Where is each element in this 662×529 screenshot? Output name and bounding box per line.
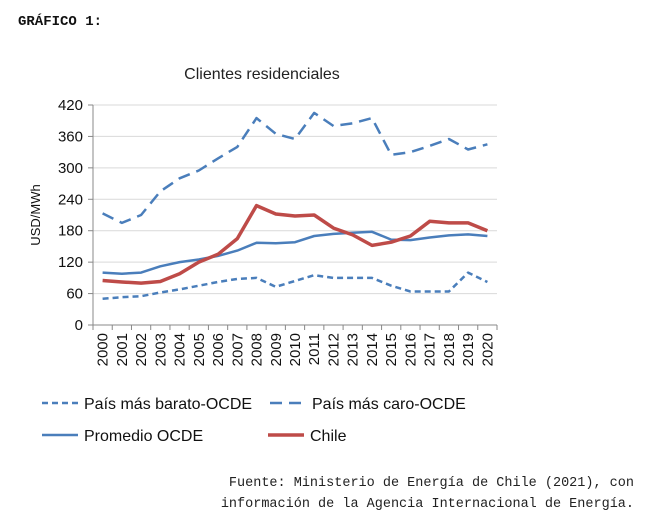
x-tick-2018: 2018 [441, 333, 458, 366]
x-tick-2009: 2009 [268, 333, 285, 366]
y-tick-420: 420 [58, 97, 83, 114]
figure-heading: GRÁFICO 1: [18, 14, 103, 30]
source-note: Fuente: Ministerio de Energía de Chile (… [74, 473, 634, 515]
line-chart: Clientes residenciales 0 60 120 180 240 300 36… [28, 66, 498, 445]
axes [88, 104, 498, 330]
x-tick-labels: 2000 2001 2002 2003 2004 2005 2006 2007 2008 2009… [95, 333, 497, 366]
x-tick-2003: 2003 [152, 333, 169, 366]
x-tick-2004: 2004 [172, 333, 189, 366]
x-tick-2014: 2014 [364, 333, 381, 366]
legend-label-0: País más barato-OCDE [84, 396, 252, 413]
series-line-3 [102, 203, 489, 285]
x-tick-2008: 2008 [249, 333, 266, 366]
x-tick-2007: 2007 [229, 333, 246, 366]
source-line-1: Fuente: Ministerio de Energía de Chile (… [228, 476, 634, 491]
x-tick-2010: 2010 [287, 333, 304, 366]
gridlines [93, 104, 497, 295]
legend-label-3: Chile [310, 428, 347, 445]
x-tick-2001: 2001 [114, 333, 131, 366]
x-tick-2016: 2016 [402, 333, 419, 366]
x-tick-2000: 2000 [95, 333, 112, 366]
y-tick-labels: 0 60 120 180 240 300 360 420 [58, 97, 83, 334]
source-line-2: información de la Agencia Internacional … [220, 497, 634, 512]
x-tick-2013: 2013 [345, 333, 362, 366]
x-tick-2015: 2015 [383, 333, 400, 366]
x-tick-2017: 2017 [422, 333, 439, 366]
x-tick-2006: 2006 [210, 333, 227, 366]
series-line-0 [102, 271, 488, 301]
y-tick-300: 300 [58, 160, 83, 177]
y-tick-120: 120 [58, 254, 83, 271]
series-lines [102, 111, 489, 301]
y-tick-60: 60 [66, 286, 83, 303]
legend: País más barato-OCDE País más caro-OCDE Pr… [42, 396, 466, 445]
x-tick-2002: 2002 [133, 333, 150, 366]
y-tick-360: 360 [58, 128, 83, 145]
series-line-2 [102, 230, 488, 275]
y-tick-0: 0 [75, 317, 83, 334]
chart-title: Clientes residenciales [184, 66, 340, 83]
x-tick-2020: 2020 [479, 333, 496, 366]
legend-label-1: País más caro-OCDE [312, 396, 466, 413]
x-tick-2005: 2005 [191, 333, 208, 366]
x-tick-2011: 2011 [306, 333, 323, 365]
series-line-1 [102, 111, 488, 225]
legend-label-2: Promedio OCDE [84, 428, 203, 445]
x-tick-2012: 2012 [325, 333, 342, 366]
y-tick-180: 180 [58, 223, 83, 240]
x-tick-2019: 2019 [460, 333, 477, 366]
y-axis-label: USD/MWh [28, 184, 43, 245]
y-tick-240: 240 [58, 191, 83, 208]
